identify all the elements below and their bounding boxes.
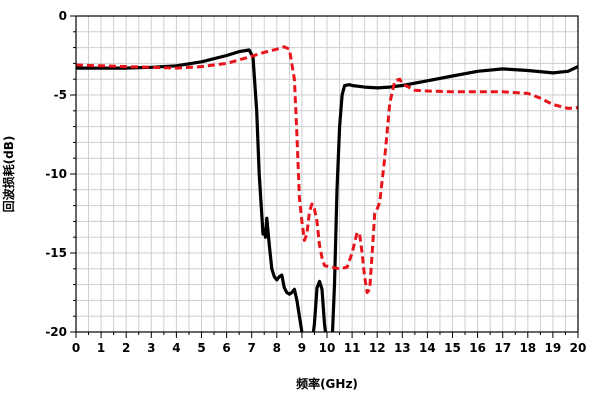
y-tick-label: -15 [45,246,67,260]
x-tick-label: 5 [197,341,205,355]
grid [76,16,578,332]
y-tick-label: -5 [54,88,67,102]
x-tick-label: 12 [369,341,386,355]
y-tick-label: 0 [59,9,67,23]
x-tick-label: 15 [444,341,461,355]
y-tick-label: -10 [45,167,67,181]
x-tick-label: 9 [298,341,306,355]
x-tick-label: 19 [545,341,562,355]
x-tick-label: 17 [494,341,511,355]
x-tick-label: 20 [570,341,587,355]
series-line-1 [76,48,578,332]
series-line-2 [76,45,578,294]
x-tick-label: 6 [222,341,230,355]
x-tick-label: 4 [172,341,180,355]
x-tick-label: 13 [394,341,411,355]
x-axis-title: 频率(GHz) [296,376,358,391]
x-tick-label: 18 [519,341,536,355]
x-tick-label: 7 [248,341,256,355]
x-tick-label: 10 [319,341,336,355]
x-tick-label: 0 [72,341,80,355]
x-tick-label: 3 [147,341,155,355]
x-tick-label: 1 [97,341,105,355]
series-layer [76,45,578,332]
y-tick-label: -20 [45,325,67,339]
x-tick-label: 16 [469,341,486,355]
x-tick-label: 8 [273,341,281,355]
ticks: 0 1 2 3 4 5 6 7 8 9 10 11 12 13 14 15 16 17 18 19 200-5-10-1… [45,9,586,355]
x-tick-label: 2 [122,341,130,355]
y-axis-title: 回波损耗(dB) [1,136,16,213]
x-tick-label: 14 [419,341,436,355]
x-tick-label: 11 [344,341,361,355]
